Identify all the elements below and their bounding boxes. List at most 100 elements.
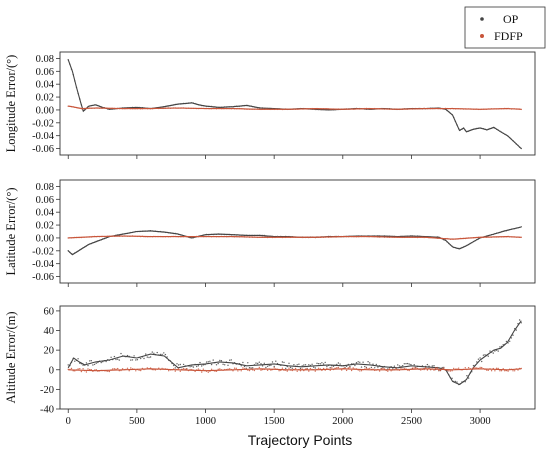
data-point — [413, 367, 415, 369]
y-tick-label: 0.08 — [36, 54, 54, 65]
data-point — [303, 364, 305, 366]
data-point — [411, 367, 414, 369]
series-line — [68, 368, 522, 372]
data-point — [505, 340, 508, 343]
data-point — [189, 366, 191, 368]
data-point — [448, 370, 450, 372]
data-point — [408, 363, 410, 365]
data-point — [517, 369, 519, 371]
data-point — [275, 360, 277, 362]
data-point — [365, 367, 368, 369]
data-point — [110, 356, 112, 358]
data-point — [113, 368, 116, 370]
data-point — [336, 367, 338, 369]
data-point — [201, 365, 203, 367]
data-point — [281, 367, 284, 369]
data-point — [177, 364, 180, 366]
data-point — [489, 350, 491, 352]
data-point — [331, 367, 333, 369]
data-point — [197, 368, 200, 370]
data-point — [248, 369, 251, 372]
data-point — [270, 364, 272, 366]
data-point — [229, 359, 231, 361]
x-tick-label: 2500 — [401, 416, 422, 427]
series-line — [67, 59, 522, 150]
data-point — [497, 367, 499, 370]
data-point — [360, 370, 363, 372]
legend-marker-op — [480, 17, 484, 21]
data-point — [89, 360, 91, 362]
y-tick-label: 0.04 — [36, 208, 55, 219]
y-tick-label: -0.06 — [32, 272, 54, 283]
series-fdfp — [67, 105, 522, 111]
y-tick-label: -0.02 — [32, 118, 54, 129]
y-tick-label: 20 — [44, 346, 55, 357]
x-tick-label: 3000 — [470, 416, 491, 427]
data-point — [270, 369, 272, 371]
y-axis-label: Longitude Error/(°) — [4, 55, 18, 153]
data-point — [222, 363, 224, 365]
data-point — [434, 367, 437, 369]
data-point — [504, 370, 506, 372]
data-point — [288, 362, 290, 364]
data-point — [499, 346, 501, 348]
y-tick-label: 0.06 — [36, 67, 54, 78]
data-point — [425, 367, 427, 369]
data-point — [359, 370, 361, 372]
data-point — [514, 370, 516, 372]
data-point — [210, 363, 213, 366]
data-point — [408, 369, 410, 372]
data-point — [107, 370, 109, 372]
panel-1: 0.08 0.06 0.04 0.020.00 -0.02 -0.04 -0.06 Longi… — [4, 51, 536, 159]
data-point — [499, 370, 501, 372]
data-point — [357, 361, 359, 363]
data-point — [136, 359, 139, 361]
data-point — [159, 353, 162, 356]
x-tick-label: 1000 — [195, 416, 216, 427]
plot-frame — [59, 179, 536, 284]
data-point — [382, 367, 384, 370]
data-point — [360, 366, 363, 368]
data-point — [245, 367, 247, 369]
data-point — [168, 370, 170, 372]
plot-frame — [59, 305, 536, 410]
data-point — [108, 370, 111, 373]
data-point — [436, 367, 438, 369]
data-point — [77, 368, 79, 370]
data-point — [324, 361, 326, 364]
data-point — [426, 369, 429, 371]
data-point — [454, 380, 457, 383]
data-point — [345, 365, 348, 367]
data-point — [207, 361, 209, 363]
data-point — [92, 364, 94, 366]
data-point — [153, 352, 155, 354]
plot-frame — [59, 51, 536, 156]
data-point — [82, 368, 84, 370]
series-line — [68, 235, 522, 240]
legend-box — [464, 6, 546, 49]
data-point — [367, 368, 369, 370]
data-point — [281, 361, 284, 363]
data-point — [161, 353, 163, 356]
data-point — [128, 370, 130, 372]
data-point — [202, 368, 204, 370]
series-op — [67, 59, 522, 150]
data-point — [347, 367, 349, 369]
data-point — [135, 370, 137, 372]
data-point — [130, 359, 132, 361]
data-point — [176, 363, 178, 365]
data-point — [449, 370, 452, 372]
data-point — [140, 357, 142, 360]
data-point — [151, 351, 153, 353]
data-point — [372, 363, 374, 365]
data-point — [145, 353, 147, 355]
data-point — [126, 367, 129, 369]
data-point — [209, 360, 211, 362]
data-point — [456, 381, 458, 383]
data-point — [74, 360, 76, 362]
data-point — [288, 367, 290, 369]
data-point — [130, 367, 132, 369]
data-point — [316, 362, 318, 364]
data-point — [118, 359, 121, 361]
data-point — [375, 363, 377, 366]
